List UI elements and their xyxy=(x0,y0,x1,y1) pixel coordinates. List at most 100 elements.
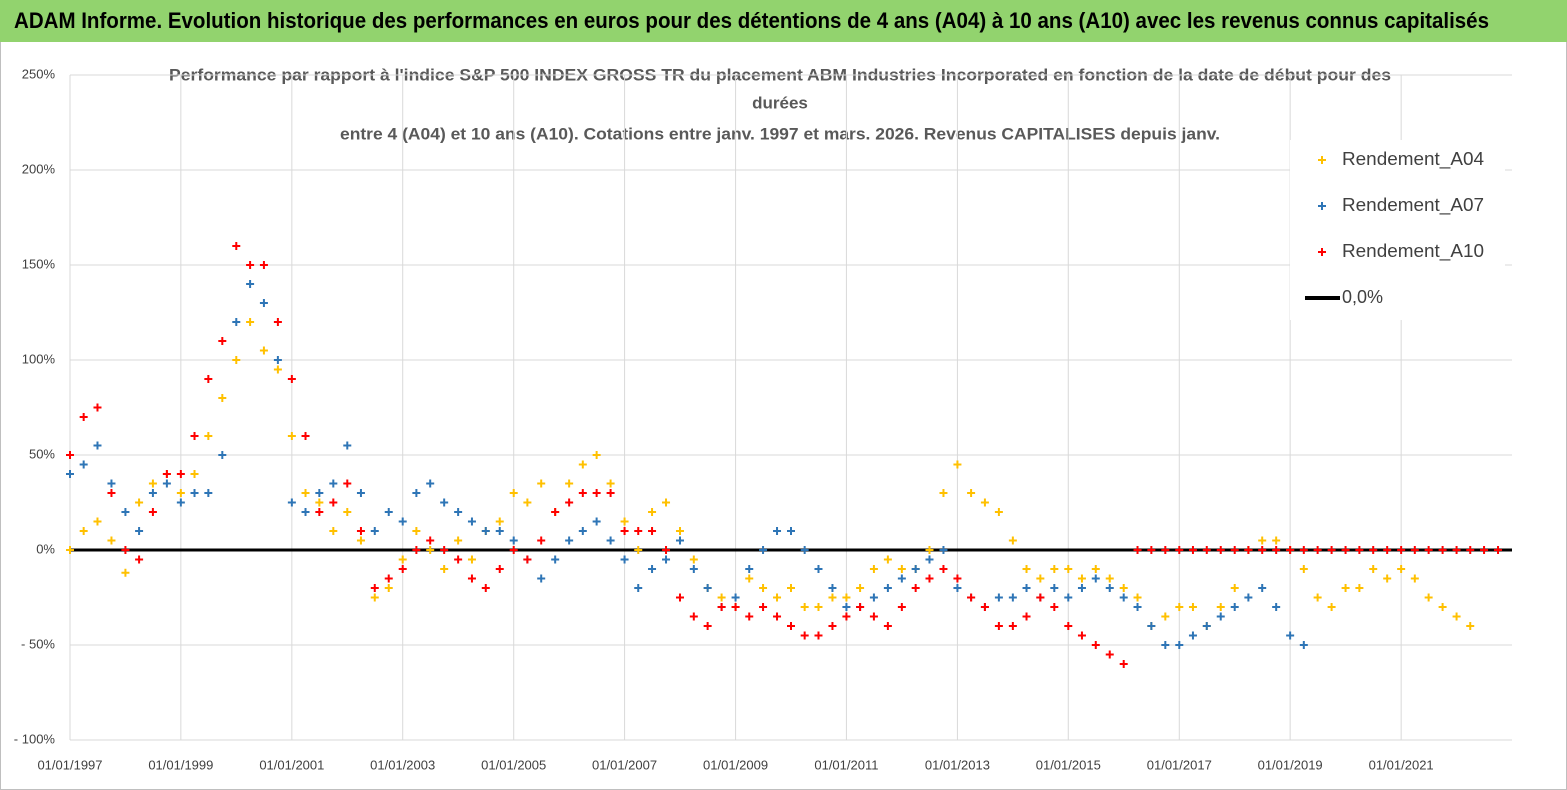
point xyxy=(717,603,726,611)
point xyxy=(1202,546,1211,554)
point xyxy=(787,527,795,535)
point xyxy=(356,527,365,535)
point xyxy=(1244,546,1253,554)
point xyxy=(509,546,518,554)
point xyxy=(343,441,352,450)
x-tick-label: 01/01/2011 xyxy=(814,757,878,772)
point xyxy=(745,565,754,573)
point xyxy=(703,622,712,630)
point xyxy=(745,574,754,583)
point xyxy=(1410,546,1419,554)
point xyxy=(204,375,213,383)
point xyxy=(66,451,74,459)
point xyxy=(1397,565,1406,573)
point xyxy=(1424,593,1433,602)
point xyxy=(925,574,934,583)
point xyxy=(1272,536,1281,545)
point xyxy=(1466,622,1475,630)
point xyxy=(481,584,490,592)
point xyxy=(329,527,338,535)
point xyxy=(356,536,365,545)
x-tick-label: 01/01/2013 xyxy=(925,757,990,772)
point xyxy=(634,527,643,535)
point xyxy=(509,536,518,545)
point xyxy=(1161,641,1170,649)
point xyxy=(287,432,296,440)
point xyxy=(1369,565,1378,573)
point xyxy=(259,346,268,355)
point xyxy=(1091,641,1100,649)
point xyxy=(79,413,88,421)
point xyxy=(994,508,1003,516)
point xyxy=(565,479,574,488)
point xyxy=(1341,546,1350,554)
point xyxy=(883,555,892,564)
point xyxy=(883,622,892,630)
point xyxy=(773,612,782,621)
point xyxy=(800,546,809,554)
point xyxy=(620,555,629,564)
point xyxy=(1327,603,1336,611)
point xyxy=(107,489,116,497)
x-tick-label: 01/01/2021 xyxy=(1369,757,1434,772)
point xyxy=(1327,546,1336,554)
legend-label: 0,0% xyxy=(1342,287,1383,307)
point xyxy=(689,555,698,564)
point xyxy=(1175,641,1184,649)
point xyxy=(343,479,352,488)
point xyxy=(315,489,324,497)
point xyxy=(842,612,851,621)
point xyxy=(675,527,684,535)
x-tick-label: 01/01/2003 xyxy=(370,757,435,772)
point xyxy=(1133,603,1142,611)
point xyxy=(634,546,643,554)
point xyxy=(315,508,324,516)
point xyxy=(301,508,310,516)
point xyxy=(897,574,906,583)
point xyxy=(218,394,227,402)
point xyxy=(1147,622,1156,630)
legend-label: Rendement_A10 xyxy=(1342,241,1484,262)
point xyxy=(648,565,657,573)
point xyxy=(620,517,629,526)
point xyxy=(107,479,116,488)
point xyxy=(689,565,698,573)
point xyxy=(135,527,144,535)
legend-box xyxy=(1290,140,1505,320)
point xyxy=(1050,565,1059,573)
point xyxy=(232,356,241,364)
point xyxy=(481,527,490,535)
point xyxy=(1397,546,1406,554)
point xyxy=(939,489,948,497)
point xyxy=(1077,584,1086,592)
point xyxy=(967,489,976,497)
point xyxy=(246,261,255,269)
point xyxy=(93,517,102,526)
point xyxy=(1008,622,1017,630)
point xyxy=(648,527,657,535)
point xyxy=(1022,565,1031,573)
point xyxy=(176,470,185,478)
point xyxy=(412,489,421,497)
y-tick-label: 100% xyxy=(22,351,56,366)
point xyxy=(1091,574,1100,583)
point xyxy=(1216,546,1225,554)
point xyxy=(135,498,144,507)
point xyxy=(384,584,393,592)
point xyxy=(1230,546,1239,554)
point xyxy=(1133,546,1142,554)
x-tick-label: 01/01/2009 xyxy=(703,757,768,772)
plot-area xyxy=(66,242,1512,668)
point xyxy=(1050,603,1059,611)
point xyxy=(370,584,379,592)
point xyxy=(1244,593,1253,602)
point xyxy=(592,451,601,459)
legend-marker xyxy=(1318,248,1326,256)
point xyxy=(620,527,629,535)
point xyxy=(384,508,393,516)
point xyxy=(606,536,615,545)
point xyxy=(1188,631,1197,640)
point xyxy=(1022,584,1031,592)
point xyxy=(398,517,407,526)
point xyxy=(1286,631,1295,640)
